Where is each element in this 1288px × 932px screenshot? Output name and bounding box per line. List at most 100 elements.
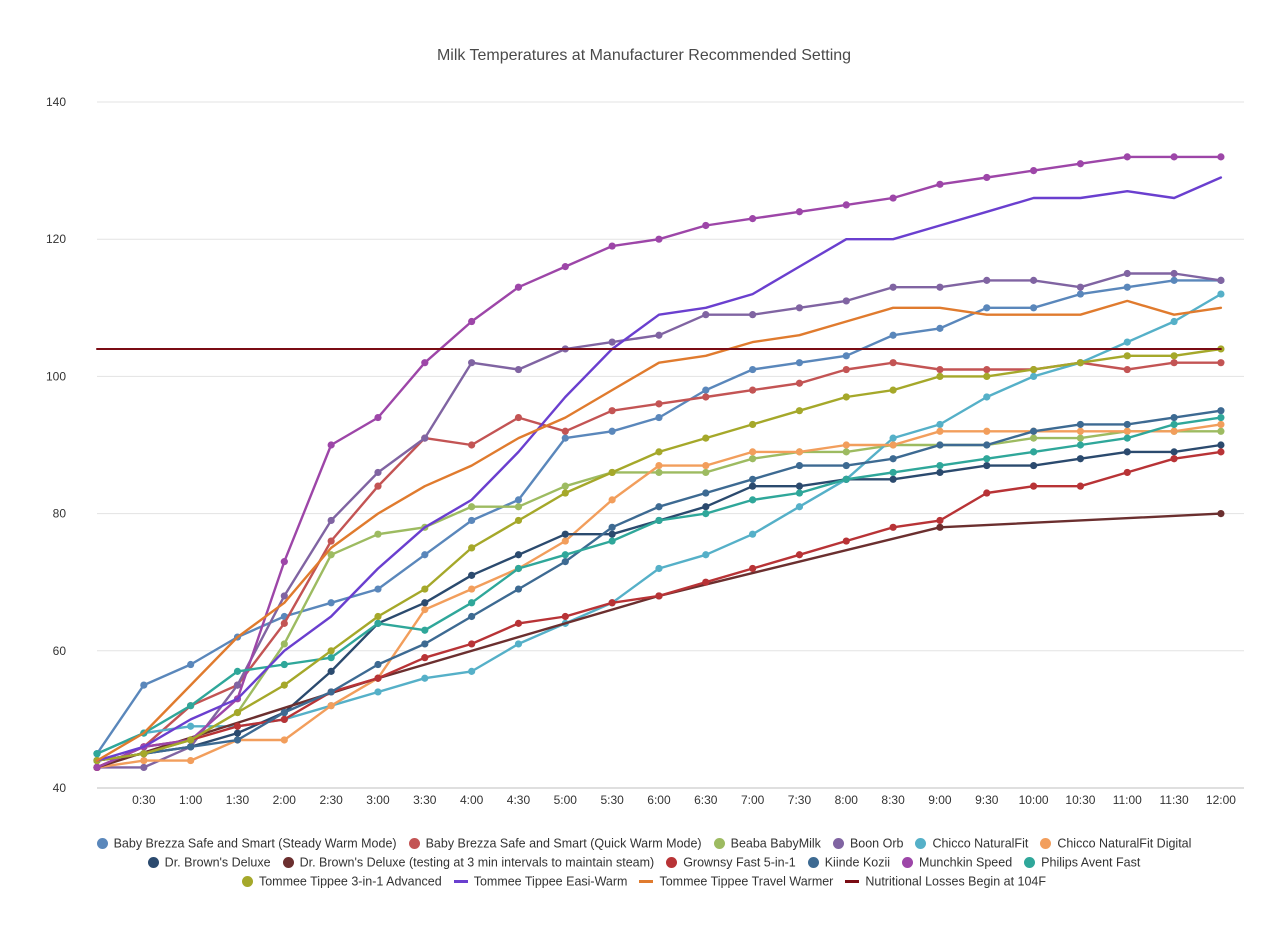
data-point bbox=[514, 516, 523, 525]
x-tick-label: 4:00 bbox=[460, 793, 484, 807]
y-tick-label: 140 bbox=[46, 95, 66, 109]
data-point bbox=[561, 612, 569, 621]
data-point bbox=[1076, 359, 1085, 367]
data-point bbox=[842, 441, 850, 449]
data-point bbox=[280, 619, 288, 627]
x-tick-label: 8:00 bbox=[835, 793, 859, 807]
data-point bbox=[1076, 160, 1085, 168]
data-point bbox=[1217, 276, 1225, 284]
data-point bbox=[421, 654, 429, 662]
data-point bbox=[1170, 455, 1178, 463]
data-point bbox=[1170, 420, 1178, 429]
data-point bbox=[936, 365, 944, 374]
data-point bbox=[1030, 482, 1038, 490]
data-point bbox=[1170, 352, 1178, 360]
x-tick-label: 7:00 bbox=[741, 793, 765, 807]
data-point bbox=[514, 496, 523, 504]
data-point bbox=[936, 180, 944, 188]
series-group bbox=[93, 407, 1225, 765]
data-point bbox=[749, 448, 757, 456]
data-point bbox=[655, 564, 663, 573]
x-tick-label: 5:00 bbox=[554, 793, 578, 807]
data-point bbox=[280, 715, 288, 724]
data-point bbox=[468, 544, 476, 552]
data-point bbox=[233, 708, 242, 717]
data-point bbox=[327, 702, 335, 710]
data-point bbox=[842, 352, 850, 360]
data-point bbox=[795, 503, 804, 511]
data-point bbox=[1123, 283, 1131, 291]
series-group bbox=[93, 153, 1225, 772]
legend-item: Tommee Tippee Easi-Warm bbox=[453, 872, 627, 891]
data-point bbox=[983, 365, 991, 374]
data-point bbox=[140, 763, 148, 772]
legend: Baby Brezza Safe and Smart (Steady Warm … bbox=[40, 834, 1248, 891]
data-point bbox=[889, 331, 897, 339]
data-point bbox=[1170, 448, 1178, 456]
x-tick-label: 11:30 bbox=[1160, 793, 1189, 807]
series-group bbox=[95, 176, 1223, 762]
data-point bbox=[327, 667, 335, 675]
data-point bbox=[1123, 269, 1131, 278]
data-point bbox=[936, 324, 944, 332]
data-point bbox=[936, 420, 944, 429]
data-point bbox=[655, 468, 663, 477]
data-point bbox=[374, 482, 382, 490]
data-point bbox=[702, 221, 710, 230]
data-point bbox=[187, 743, 195, 751]
data-point bbox=[1217, 359, 1225, 367]
y-tick-label: 120 bbox=[46, 232, 66, 246]
legend-label: Tommee Tippee Travel Warmer bbox=[659, 874, 834, 889]
legend-label: Philips Avent Fast bbox=[1041, 855, 1141, 870]
data-point bbox=[1030, 448, 1038, 456]
data-point bbox=[468, 359, 476, 367]
x-tick-label: 2:00 bbox=[273, 793, 297, 807]
x-axis-ticks: 0:30 1:00 1:30 2:00 2:30 3:00 3:30 4:00 4:30 5:00… bbox=[132, 793, 1236, 807]
x-tick-label: 1:00 bbox=[179, 793, 203, 807]
data-point bbox=[749, 365, 757, 374]
data-point bbox=[1076, 455, 1085, 463]
data-point bbox=[93, 763, 101, 772]
data-point bbox=[514, 503, 523, 511]
legend-marker bbox=[902, 857, 914, 869]
data-point bbox=[608, 427, 616, 435]
data-point bbox=[421, 434, 429, 442]
legend-marker bbox=[639, 880, 654, 884]
data-point bbox=[561, 558, 569, 566]
data-point bbox=[1030, 372, 1038, 380]
data-point bbox=[795, 407, 804, 415]
series-group bbox=[95, 299, 1223, 762]
data-point bbox=[1030, 427, 1038, 435]
data-point bbox=[1030, 434, 1038, 442]
data-point bbox=[702, 509, 710, 518]
data-point bbox=[655, 331, 663, 339]
x-tick-label: 6:30 bbox=[694, 793, 718, 807]
data-point bbox=[187, 722, 195, 730]
data-point bbox=[1123, 338, 1131, 346]
data-point bbox=[561, 551, 569, 559]
data-point bbox=[233, 722, 242, 730]
data-point bbox=[749, 311, 757, 319]
data-point bbox=[795, 379, 804, 387]
data-point bbox=[842, 393, 850, 401]
data-point bbox=[608, 338, 616, 346]
legend-item: Baby Brezza Safe and Smart (Quick Warm M… bbox=[408, 834, 702, 853]
data-point bbox=[936, 468, 944, 477]
x-tick-label: 5:30 bbox=[600, 793, 624, 807]
data-point bbox=[421, 606, 429, 614]
x-tick-label: 3:00 bbox=[366, 793, 390, 807]
data-point bbox=[1030, 276, 1038, 284]
data-point bbox=[749, 530, 757, 538]
legend-marker bbox=[915, 838, 927, 850]
legend-item: Baby Brezza Safe and Smart (Steady Warm … bbox=[96, 834, 397, 853]
data-point bbox=[795, 304, 804, 312]
data-point bbox=[280, 660, 288, 669]
data-point bbox=[280, 558, 288, 566]
data-point bbox=[795, 208, 804, 216]
data-point bbox=[702, 393, 710, 401]
data-point bbox=[1170, 317, 1178, 326]
data-point bbox=[1076, 441, 1085, 449]
data-point bbox=[983, 393, 991, 401]
data-point bbox=[468, 667, 476, 675]
